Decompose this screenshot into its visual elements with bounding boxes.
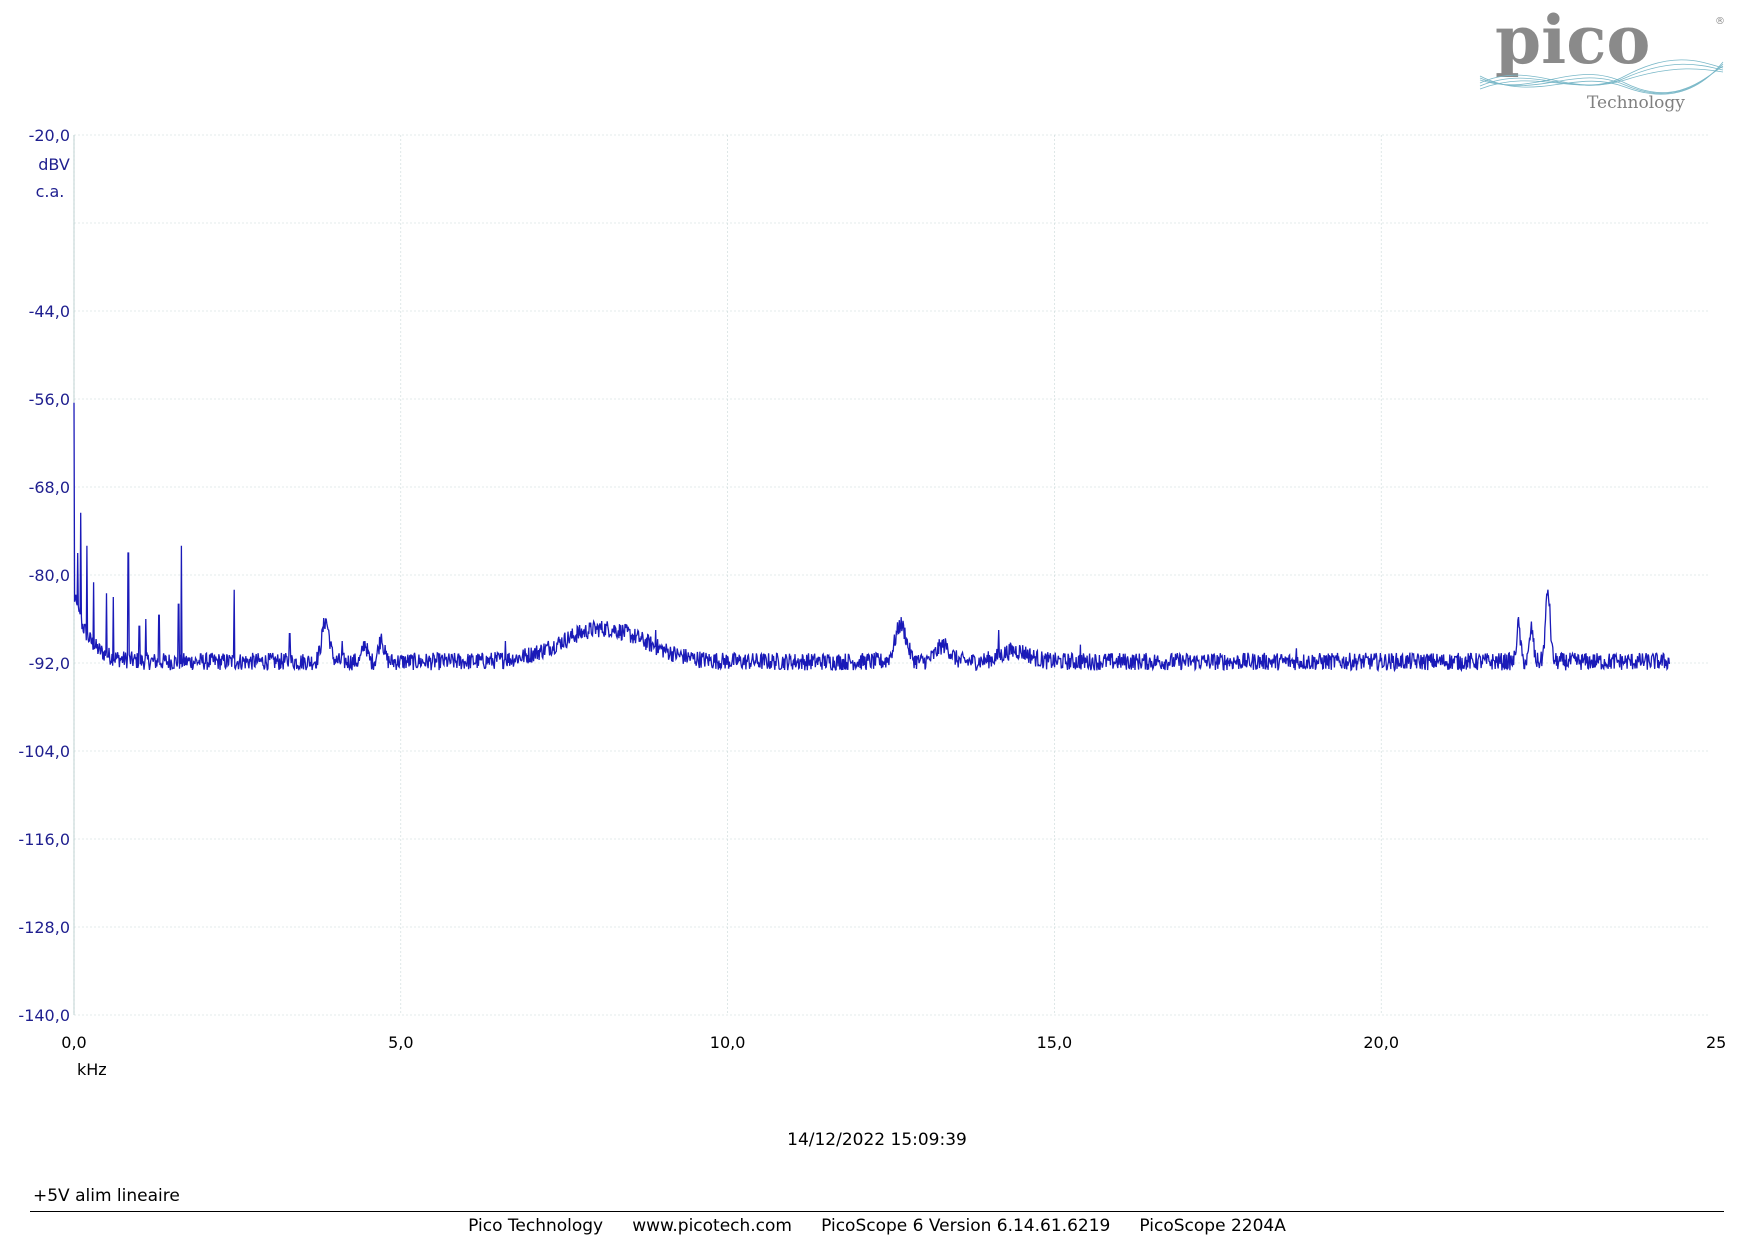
- logo-registered-mark: ®: [1715, 16, 1725, 27]
- x-axis-ticks: 0,0 5,0 10,0 15,0 20,0 25: [61, 1033, 1726, 1052]
- y-tick-label: -44,0: [29, 302, 70, 321]
- logo-sub: Technology: [1587, 93, 1685, 113]
- x-tick-label: 5,0: [388, 1033, 413, 1052]
- spectrum-trace-series: [73, 402, 1671, 673]
- y-axis-unit: dBV: [38, 155, 70, 174]
- capture-timestamp: 14/12/2022 15:09:39: [787, 1130, 967, 1150]
- y-tick-label: -92,0: [29, 654, 70, 673]
- y-tick-label: -56,0: [29, 390, 70, 409]
- footer-info: Pico Technology www.picotech.com PicoSco…: [0, 1216, 1754, 1236]
- wave-mark: [1479, 59, 1724, 95]
- x-tick-label: 10,0: [710, 1033, 746, 1052]
- y-tick-label: -116,0: [18, 830, 70, 849]
- grid: [73, 134, 1708, 1016]
- x-tick-label: 20,0: [1363, 1033, 1399, 1052]
- x-tick-label: 15,0: [1037, 1033, 1073, 1052]
- footer-company: Pico Technology: [468, 1216, 604, 1236]
- footer-software: PicoScope 6 Version 6.14.61.6219: [821, 1216, 1111, 1236]
- y-axis-ticks: -20,0 -44,0 -56,0 -68,0 -80,0 -92,0 -104,0 -116…: [18, 126, 70, 1025]
- y-tick-label: -128,0: [18, 918, 70, 937]
- x-tick-label: 0,0: [61, 1033, 86, 1052]
- footer-device: PicoScope 2204A: [1139, 1216, 1286, 1236]
- pico-technology-logo: pico ® Technology: [1479, 8, 1725, 113]
- y-tick-label: -104,0: [18, 742, 70, 761]
- logo-brand: pico: [1495, 8, 1650, 79]
- footer-website: www.picotech.com: [632, 1216, 792, 1236]
- y-tick-label: -80,0: [29, 566, 70, 585]
- y-tick-label: -20,0: [29, 126, 70, 145]
- x-axis-unit: kHz: [77, 1060, 107, 1079]
- y-tick-label: -140,0: [18, 1006, 70, 1025]
- y-axis-mode: c.a.: [36, 182, 65, 201]
- y-tick-label: -68,0: [29, 478, 70, 497]
- footer-divider: [30, 1211, 1724, 1212]
- trace-caption: +5V alim lineaire: [33, 1186, 180, 1206]
- x-tick-label: 25: [1706, 1033, 1726, 1052]
